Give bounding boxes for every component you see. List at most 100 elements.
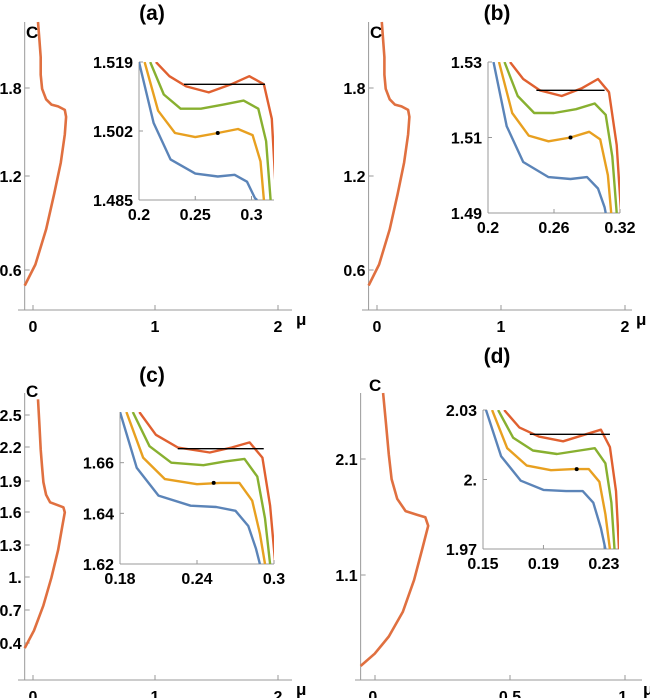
inset-y-tick-label: 1.53 xyxy=(451,55,482,72)
inset-y-tick-label: 1.64 xyxy=(83,506,114,523)
inset-x-tick-label: 0.2 xyxy=(128,207,150,224)
inset-y-tick-label: 1.49 xyxy=(451,206,482,223)
y-tick-label: 1. xyxy=(8,570,21,587)
y-tick-label: 2.1 xyxy=(335,452,357,469)
x-axis-title: μ xyxy=(296,680,306,698)
inset-y-tick-label: 1.97 xyxy=(446,542,477,559)
inset-x-tick-label: 0.15 xyxy=(467,556,498,573)
inset-series-line xyxy=(509,62,620,213)
inset-series-line xyxy=(497,410,616,549)
inset-series-line xyxy=(125,412,267,564)
y-tick-label: 1.9 xyxy=(0,474,22,491)
x-tick-label: 1 xyxy=(151,319,160,336)
critical-point xyxy=(568,135,573,140)
y-axis-title: C xyxy=(26,382,38,401)
y-tick-label: 1.1 xyxy=(335,568,357,585)
chart-panel-1: (b) Cμ 0 1 2 0.6 1.2 1.8 0.2 0.26 0.32 1.49 1.51 1.53 xyxy=(343,2,646,336)
inset-series-line xyxy=(484,410,607,549)
y-axis-title: C xyxy=(369,376,381,395)
x-tick-label: 0. xyxy=(368,689,381,698)
inset-y-tick-label: 1.519 xyxy=(93,55,133,72)
inset-series-line xyxy=(131,412,272,564)
y-tick-label: 0.4 xyxy=(0,636,22,653)
inset-plot: 0.18 0.24 0.3 1.62 1.64 1.66 xyxy=(72,404,285,590)
x-tick-label: 2 xyxy=(274,319,283,336)
panel-title: (a) xyxy=(139,2,165,25)
y-tick-label: 1.8 xyxy=(0,81,22,98)
x-tick-label: 0 xyxy=(373,319,382,336)
inset-x-tick-label: 0.23 xyxy=(588,556,619,573)
y-tick-label: 0.6 xyxy=(343,263,365,280)
x-tick-label: 1. xyxy=(618,689,631,698)
inset-series-group xyxy=(139,62,274,200)
y-tick-label: 2.2 xyxy=(0,440,22,457)
panel-title: (d) xyxy=(484,345,511,368)
inset-series-line xyxy=(138,412,274,563)
y-axis-title: C xyxy=(26,23,38,42)
inset-plot: 0.2 0.25 0.3 1.485 1.502 1.519 xyxy=(91,54,282,226)
inset-x-tick-label: 0.3 xyxy=(263,571,285,588)
x-axis-title: μ xyxy=(636,310,646,329)
inset-series-line xyxy=(492,62,607,213)
panel-title: (b) xyxy=(484,2,511,25)
x-tick-label: 1 xyxy=(151,689,160,698)
x-tick-label: 2 xyxy=(274,689,283,698)
inset-y-tick-label: 2.03 xyxy=(446,403,477,420)
inset-background xyxy=(91,54,282,226)
inset-y-tick-label: 1.51 xyxy=(451,131,482,148)
inset-y-tick-label: 2. xyxy=(464,473,477,490)
chart-panel-3: (d) Cμ 0. 0.5 1. 1.1 2.1 0.15 0.19 0.23 1.97 2. 2.03 xyxy=(335,345,650,698)
x-tick-label: 1 xyxy=(497,319,506,336)
main-series-line xyxy=(23,21,68,287)
y-tick-label: 1.3 xyxy=(0,538,22,555)
inset-x-tick-label: 0.19 xyxy=(528,556,559,573)
inset-y-tick-label: 1.62 xyxy=(83,557,114,574)
y-tick-label: 1.8 xyxy=(343,81,365,98)
y-tick-label: 1.2 xyxy=(0,169,22,186)
inset-plot: 0.2 0.26 0.32 1.49 1.51 1.53 xyxy=(440,54,636,239)
x-tick-label: 0 xyxy=(29,689,38,698)
inset-series-group xyxy=(492,62,620,213)
y-tick-label: 1.2 xyxy=(343,169,365,186)
inset-series-line xyxy=(120,412,262,564)
critical-point xyxy=(574,467,579,472)
inset-x-tick-label: 0.3 xyxy=(240,207,262,224)
x-tick-label: 0 xyxy=(29,319,38,336)
inset-x-tick-label: 0.32 xyxy=(604,220,635,237)
inset-x-tick-label: 0.25 xyxy=(180,207,211,224)
inset-series-group xyxy=(484,410,619,549)
inset-y-tick-label: 1.66 xyxy=(83,456,114,473)
y-tick-label: 0.7 xyxy=(0,603,22,620)
y-tick-label: 0.6 xyxy=(0,263,22,280)
chart-panel-0: (a) Cμ 0 1 2 0.6 1.2 1.8 0.2 0.25 0.3 1.485 1.502 1.5… xyxy=(0,2,306,336)
panel-title: (c) xyxy=(139,364,165,387)
main-series-line xyxy=(367,21,411,287)
inset-x-tick-label: 0.26 xyxy=(538,220,569,237)
x-tick-label: 2 xyxy=(621,319,630,336)
y-tick-label: 1.6 xyxy=(0,505,22,522)
x-axis-title: μ xyxy=(296,310,306,329)
inset-x-tick-label: 0.2 xyxy=(477,220,499,237)
y-axis-title: C xyxy=(370,23,382,42)
inset-series-line xyxy=(139,62,258,200)
y-tick-label: 2.5 xyxy=(0,408,22,425)
critical-point xyxy=(211,480,216,485)
x-axis-title: μ xyxy=(643,680,650,698)
main-series-line xyxy=(23,399,67,649)
inset-series-line xyxy=(490,410,612,549)
inset-series-group xyxy=(120,412,274,564)
inset-x-tick-label: 0.18 xyxy=(104,571,135,588)
inset-series-line xyxy=(149,62,272,200)
x-tick-label: 0.5 xyxy=(499,689,521,698)
inset-y-tick-label: 1.485 xyxy=(93,193,133,210)
critical-point xyxy=(215,131,220,136)
inset-background xyxy=(72,404,282,590)
inset-x-tick-label: 0.24 xyxy=(181,571,212,588)
chart-panel-2: (c)Cμ0 1 20.40.71.1.31.61.92.22.50.18 0.24 0… xyxy=(0,364,306,698)
inset-y-tick-label: 1.502 xyxy=(93,124,133,141)
inset-plot: 0.15 0.19 0.23 1.97 2. 2.03 xyxy=(435,402,627,575)
main-series-line xyxy=(359,392,430,667)
inset-background xyxy=(440,54,628,239)
inset-series-line xyxy=(503,62,618,213)
